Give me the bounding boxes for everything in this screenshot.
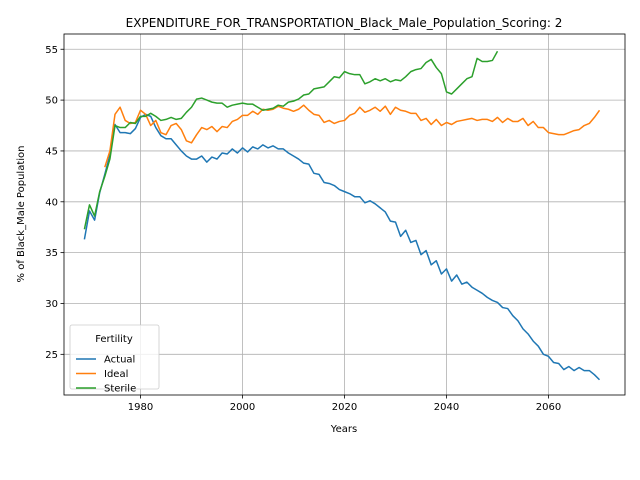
legend-title: Fertility: [95, 334, 133, 345]
y-tick-label: 50: [45, 96, 58, 107]
y-tick-label: 35: [45, 248, 58, 259]
series-line-ideal: [104, 104, 601, 168]
y-tick-label: 45: [45, 146, 58, 157]
x-tick-label: 2060: [536, 402, 561, 413]
x-tick-label: 2040: [434, 402, 459, 413]
x-tick-label: 2000: [230, 402, 255, 413]
y-axis-ticks: 25 30 35 40 45 50 55: [45, 45, 64, 361]
series-lines: [83, 50, 601, 381]
x-tick-label: 2020: [332, 402, 357, 413]
x-tick-label: 1980: [128, 402, 153, 413]
series-line-actual: [83, 113, 601, 381]
y-tick-label: 55: [45, 45, 58, 56]
grid: [64, 34, 625, 395]
legend-label-sterile: Sterile: [104, 384, 136, 395]
legend-label-actual: Actual: [104, 355, 135, 366]
x-axis-ticks: 1980 2000 2020 2040 2060: [128, 395, 561, 413]
legend: Fertility Actual Ideal Sterile: [69, 324, 160, 395]
series-line-sterile: [83, 50, 499, 230]
y-tick-label: 40: [45, 197, 58, 208]
x-axis-label: Years: [330, 424, 357, 435]
y-tick-label: 25: [45, 350, 58, 361]
legend-label-ideal: Ideal: [104, 369, 128, 380]
y-axis-label: % of Black_Male Population: [16, 146, 27, 283]
chart-title: EXPENDITURE_FOR_TRANSPORTATION_Black_Mal…: [126, 16, 563, 30]
y-tick-label: 30: [45, 299, 58, 310]
